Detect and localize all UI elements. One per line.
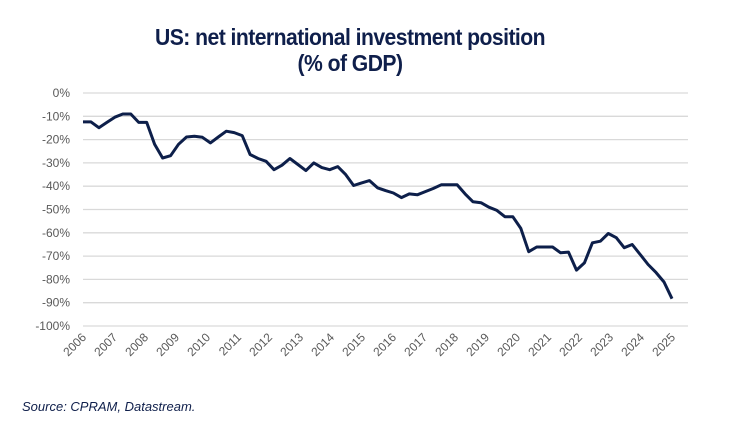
y-tick-label: -100% xyxy=(35,319,70,333)
x-tick-label: 2019 xyxy=(463,330,492,359)
x-tick-label: 2013 xyxy=(277,330,306,359)
y-tick-label: -70% xyxy=(42,249,70,263)
x-tick-label: 2022 xyxy=(556,330,585,359)
chart-title: US: net international investment positio… xyxy=(154,24,546,50)
y-tick-label: -40% xyxy=(42,179,70,193)
y-tick-label: -60% xyxy=(42,226,70,240)
source-note: Source: CPRAM, Datastream. xyxy=(22,399,196,414)
x-tick-label: 2023 xyxy=(587,330,616,359)
x-tick-label: 2015 xyxy=(339,330,368,359)
x-tick-label: 2024 xyxy=(618,330,647,359)
y-tick-label: -50% xyxy=(42,203,70,217)
x-tick-label: 2014 xyxy=(308,330,337,359)
x-tick-label: 2012 xyxy=(246,330,275,359)
x-tick-label: 2006 xyxy=(60,330,89,359)
y-tick-label: 0% xyxy=(53,86,71,100)
y-tick-label: -80% xyxy=(42,272,70,286)
x-tick-label: 2011 xyxy=(216,330,244,358)
x-tick-label: 2025 xyxy=(649,330,678,359)
series-line xyxy=(83,112,674,300)
x-tick-label: 2010 xyxy=(184,330,213,359)
x-tick-label: 2017 xyxy=(401,330,430,359)
x-tick-label: 2021 xyxy=(525,330,554,359)
x-tick-label: 2016 xyxy=(370,330,399,359)
x-tick-label: 2009 xyxy=(153,330,182,359)
x-tick-label: 2018 xyxy=(432,330,461,359)
x-tick-label: 2008 xyxy=(122,330,151,359)
y-tick-label: -10% xyxy=(42,109,70,123)
x-tick-label: 2020 xyxy=(494,330,523,359)
y-tick-label: -90% xyxy=(42,296,70,310)
x-tick-label: 2007 xyxy=(91,330,120,359)
y-tick-label: -20% xyxy=(42,133,70,147)
y-tick-label: -30% xyxy=(42,156,70,170)
chart-subtitle: (% of GDP) xyxy=(297,50,404,76)
